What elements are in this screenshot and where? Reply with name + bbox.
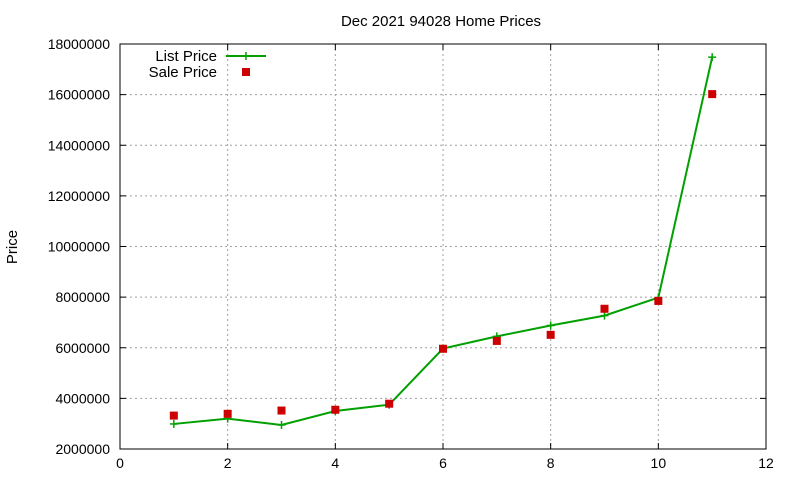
- legend-marker-sale-price: [242, 68, 250, 76]
- x-tick-label: 8: [547, 455, 555, 471]
- sale-price-point: [169, 411, 178, 420]
- sale-price-point: [385, 399, 394, 408]
- plot-frame: [119, 43, 767, 450]
- y-tick-label: 16000000: [48, 87, 111, 103]
- y-tick-label: 14000000: [48, 137, 111, 153]
- list-price-point: [169, 419, 178, 428]
- y-tick-label: 10000000: [48, 239, 111, 255]
- x-tick-label: 2: [224, 455, 232, 471]
- sale-price-point: [546, 330, 555, 339]
- y-tick-label: 2000000: [55, 441, 110, 457]
- sale-price-point: [277, 406, 286, 415]
- legend-label-list-price: List Price: [155, 48, 217, 65]
- list-price-point: [277, 420, 286, 429]
- list-price-point: [546, 321, 555, 330]
- x-tick-label: 10: [651, 455, 667, 471]
- y-tick-label: 4000000: [55, 390, 110, 406]
- sale-price-point: [492, 336, 501, 345]
- chart-title: Dec 2021 94028 Home Prices: [341, 13, 541, 30]
- y-tick-label: 12000000: [48, 188, 111, 204]
- sale-price-point: [600, 304, 609, 313]
- axis-ticks: 0 2 4 6 8 10 12 2000000 4000000 6000000 8000000 100…: [48, 36, 774, 471]
- x-tick-label: 4: [331, 455, 339, 471]
- y-tick-label: 8000000: [55, 289, 110, 305]
- list-price-point: [708, 53, 717, 62]
- sale-price-point: [331, 405, 340, 414]
- plot-area: [169, 53, 717, 429]
- sale-price-point: [223, 409, 232, 418]
- x-tick-label: 0: [116, 455, 124, 471]
- y-axis-label: Price: [4, 230, 21, 264]
- list-price-point: [600, 311, 609, 320]
- x-tick-label: 12: [758, 455, 774, 471]
- sale-price-point: [439, 344, 447, 353]
- sale-price-point: [708, 90, 717, 99]
- legend-label-sale-price: Sale Price: [149, 64, 217, 81]
- sale-price-point: [654, 296, 663, 305]
- y-tick-label: 18000000: [48, 36, 111, 52]
- x-tick-label: 6: [439, 455, 447, 471]
- y-tick-label: 6000000: [55, 340, 110, 356]
